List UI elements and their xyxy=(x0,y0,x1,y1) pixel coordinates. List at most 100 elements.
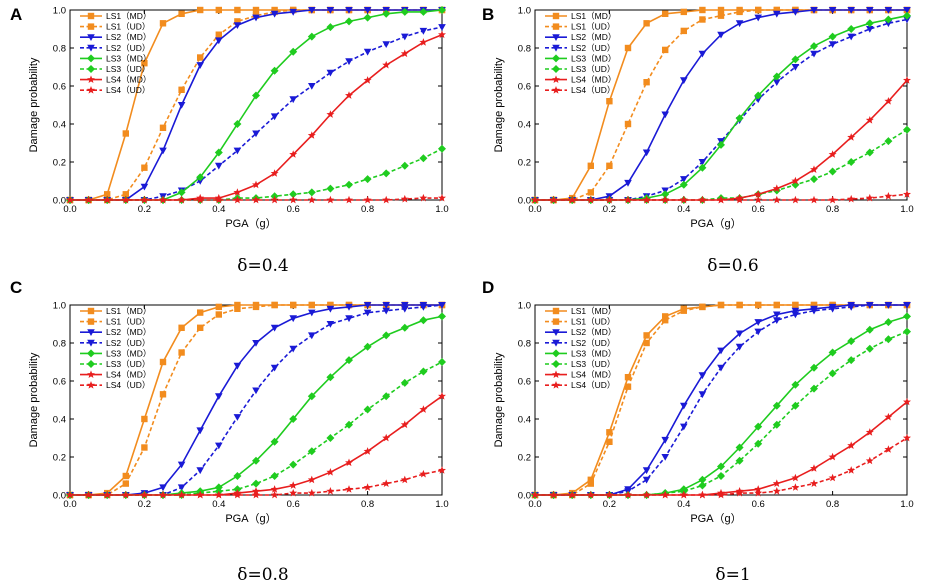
data-point xyxy=(400,323,409,332)
data-point xyxy=(252,195,260,204)
data-point xyxy=(307,447,316,456)
data-point xyxy=(233,120,242,128)
x-tick-label: 1.0 xyxy=(435,499,448,510)
data-point xyxy=(642,467,651,475)
data-point xyxy=(698,159,707,166)
legend-label: LS1（MD） xyxy=(106,11,151,21)
data-point xyxy=(624,120,632,128)
data-point xyxy=(884,318,893,327)
delta-caption: δ=1 xyxy=(715,565,750,583)
data-point xyxy=(122,472,129,480)
data-point xyxy=(661,490,670,499)
data-point xyxy=(289,8,297,16)
data-point xyxy=(828,32,837,41)
data-point xyxy=(419,27,428,35)
series-line xyxy=(70,9,442,201)
data-point xyxy=(289,47,298,56)
data-point xyxy=(289,96,297,104)
data-point xyxy=(903,397,911,406)
data-point xyxy=(326,23,335,32)
series-7 xyxy=(531,190,911,204)
data-point xyxy=(252,130,260,138)
y-tick-label: 0.4 xyxy=(518,415,531,426)
data-point xyxy=(178,324,185,331)
legend-label: LS2（UD） xyxy=(571,338,615,348)
data-point xyxy=(680,402,688,410)
data-point xyxy=(717,6,725,14)
data-point xyxy=(810,42,818,51)
legend-marker xyxy=(552,65,560,73)
data-point xyxy=(698,490,707,499)
legend-marker xyxy=(552,23,560,30)
legend: LS1（MD）LS1（UD）LS2（MD）LS2（UD）LS3（MD）LS3（U… xyxy=(545,11,616,95)
data-point xyxy=(159,20,167,27)
y-tick-label: 0.8 xyxy=(53,339,66,350)
data-point xyxy=(214,490,223,499)
data-point xyxy=(643,20,650,27)
data-point xyxy=(662,10,669,17)
data-point xyxy=(680,176,688,183)
data-point xyxy=(754,422,763,431)
data-point xyxy=(884,15,893,24)
data-point xyxy=(791,311,800,319)
data-point xyxy=(159,358,167,366)
legend-label: LS3（UD） xyxy=(106,64,150,74)
y-tick-label: 0.0 xyxy=(53,491,66,502)
data-point xyxy=(717,490,725,499)
data-point xyxy=(234,305,241,312)
legend-label: LS4（MD） xyxy=(571,370,616,380)
legend-marker xyxy=(87,44,95,52)
data-point xyxy=(307,195,316,204)
data-point xyxy=(735,488,744,497)
legend-marker xyxy=(87,318,95,325)
legend-marker xyxy=(87,23,95,30)
data-point xyxy=(679,195,688,204)
data-point xyxy=(884,302,893,309)
y-axis-label: Damage probability xyxy=(493,352,505,447)
panel-a: A 0.0 0.2 0.4 0.6 0.8 1.0 0.0 0.2 0.4 0.6 0.8 1.0 PGA… xyxy=(10,5,449,276)
x-tick-label: 0.8 xyxy=(826,204,839,215)
y-tick-label: 0.6 xyxy=(53,377,66,388)
data-point xyxy=(549,195,558,204)
data-point xyxy=(270,113,279,121)
data-point xyxy=(866,302,874,309)
x-tick-label: 0.8 xyxy=(361,499,374,510)
data-point xyxy=(828,150,837,158)
data-point xyxy=(177,461,186,469)
data-point xyxy=(196,427,204,435)
data-point xyxy=(810,307,818,315)
data-point xyxy=(122,480,129,487)
data-point xyxy=(866,26,874,33)
data-point xyxy=(233,414,242,421)
data-point xyxy=(736,301,743,309)
data-point xyxy=(159,484,167,492)
data-point xyxy=(791,8,800,16)
data-point xyxy=(624,374,632,381)
x-tick-label: 0.8 xyxy=(361,204,374,215)
data-point xyxy=(679,180,688,189)
data-point xyxy=(104,191,111,198)
data-point xyxy=(884,192,893,200)
y-tick-label: 0.6 xyxy=(518,377,531,388)
data-point xyxy=(587,476,594,483)
data-point xyxy=(178,10,185,17)
data-point xyxy=(307,392,316,401)
data-point xyxy=(308,332,316,340)
data-point xyxy=(810,464,818,472)
data-point xyxy=(438,6,446,14)
data-point xyxy=(197,324,204,331)
data-point xyxy=(735,195,744,204)
data-point xyxy=(400,475,409,484)
legend-marker xyxy=(552,329,560,336)
data-point xyxy=(698,391,707,399)
legend-label: LS4（UD） xyxy=(106,380,150,390)
data-point xyxy=(438,466,446,474)
legend-marker xyxy=(87,307,95,315)
data-point xyxy=(308,83,316,90)
data-point xyxy=(233,22,242,29)
x-tick-label: 0.4 xyxy=(212,204,225,215)
legend-marker xyxy=(552,360,560,368)
x-tick-label: 0.2 xyxy=(603,204,616,215)
y-tick-label: 0.8 xyxy=(53,44,66,55)
data-point xyxy=(772,184,781,192)
